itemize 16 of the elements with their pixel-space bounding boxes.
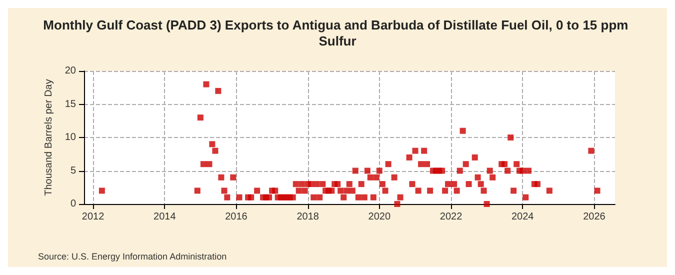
- y-tick-label: 5: [70, 165, 76, 176]
- chart-title: Monthly Gulf Coast (PADD 3) Exports to Antigua and Barbuda of Distillate Fuel Oil, 0 to 15 ppm Sulfur: [43, 18, 632, 48]
- y-axis-title: Thousand Barrels per Day: [43, 79, 54, 196]
- x-tick-label: 2022: [440, 212, 463, 222]
- y-tick-label: 10: [64, 132, 76, 143]
- y-tick-label: 0: [70, 198, 76, 210]
- x-tick-label: 2012: [82, 212, 105, 222]
- x-tick-label: 2024: [511, 212, 534, 222]
- x-tick-label: 2020: [368, 212, 391, 222]
- y-tick-label: 15: [64, 98, 76, 110]
- x-tick-label: 2016: [225, 212, 248, 222]
- y-tick-label: 20: [64, 66, 76, 76]
- x-tick-label: 2018: [296, 212, 320, 222]
- x-tick-label: 2026: [583, 212, 606, 222]
- x-tick-label: 2014: [154, 212, 176, 222]
- source-note: Source: U.S. Energy Information Administration: [38, 252, 227, 262]
